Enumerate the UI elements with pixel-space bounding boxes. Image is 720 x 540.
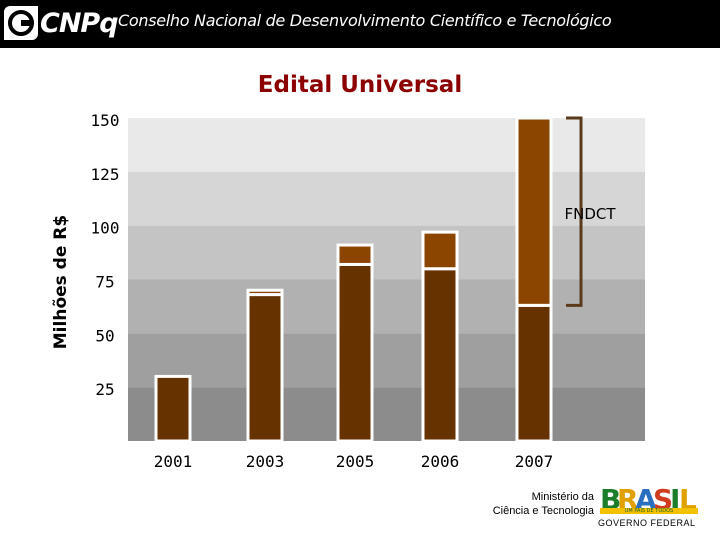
background-band [128, 171, 645, 226]
logo-text: CNPq [40, 8, 119, 39]
fndct-label: FNDCT [564, 205, 616, 223]
ministry-line-2: Ciência e Tecnologia [492, 505, 594, 517]
government-label: GOVERNO FEDERAL [598, 518, 696, 528]
bar-segment-fndct [246, 288, 284, 297]
x-tick-label: 2003 [246, 452, 285, 471]
x-tick-label: 2005 [336, 452, 375, 471]
brasil-letter-i: I [670, 483, 681, 516]
bar-segment-fndct [515, 116, 553, 307]
background-band [128, 279, 645, 334]
background-band [128, 225, 645, 280]
brasil-letter-a: A [635, 483, 657, 516]
bar-segment-base [421, 267, 459, 443]
cnpq-emblem-icon [4, 6, 38, 40]
x-tick-label: 2001 [154, 452, 193, 471]
y-axis-label: Milhões de R$ [51, 215, 71, 349]
chart-title: Edital Universal [257, 72, 463, 98]
y-tick-label: 100 [91, 219, 120, 238]
header-title: Conselho Nacional de Desenvolvimento Cie… [118, 11, 612, 30]
brasil-letter-r: R [617, 483, 639, 516]
bar-segment-base [154, 374, 192, 443]
y-tick-label: 75 [95, 273, 114, 292]
brasil-tagline: UM PAÍS DE TODOS [600, 508, 698, 514]
brasil-logo: B R A S I L UM PAÍS DE TODOS [600, 486, 698, 516]
background-band [128, 333, 645, 388]
y-tick-label: 50 [95, 326, 114, 345]
ministry-label: Ministério da Ciência e Tecnologia [460, 490, 594, 518]
background-band [128, 118, 645, 172]
y-tick-label: 25 [95, 380, 114, 399]
bar-segment-base [336, 262, 374, 443]
x-tick-label: 2006 [421, 452, 460, 471]
ministry-line-1: Ministério da [531, 491, 594, 503]
brasil-letter-s: S [653, 483, 674, 516]
bar-segment-base [246, 293, 284, 443]
x-tick-label: 2007 [515, 452, 554, 471]
background-band [128, 387, 645, 441]
brasil-letter-b: B [600, 483, 622, 516]
bar-segment-base [515, 303, 553, 443]
cnpq-logo: CNPq [4, 6, 119, 42]
brasil-letter-l: L [679, 483, 697, 516]
y-tick-label: 150 [91, 111, 120, 130]
bar-segment-fndct [421, 230, 459, 271]
header-bar: CNPq Conselho Nacional de Desenvolviment… [0, 0, 720, 48]
fndct-bracket [566, 116, 583, 307]
bar-segment-fndct [336, 243, 374, 266]
y-tick-label: 125 [91, 165, 120, 184]
